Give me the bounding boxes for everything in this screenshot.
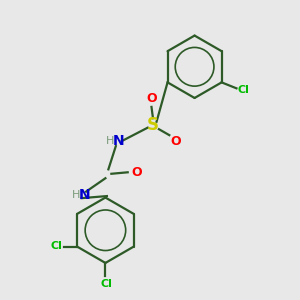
Text: S: S — [147, 116, 159, 134]
Text: Cl: Cl — [237, 85, 249, 95]
Text: O: O — [170, 135, 181, 148]
Text: O: O — [146, 92, 157, 105]
Text: Cl: Cl — [50, 241, 62, 251]
Text: N: N — [79, 188, 90, 202]
Text: Cl: Cl — [101, 279, 113, 289]
Text: H: H — [106, 136, 115, 146]
Text: H: H — [72, 190, 80, 200]
Text: O: O — [131, 166, 142, 179]
Text: N: N — [113, 134, 124, 148]
